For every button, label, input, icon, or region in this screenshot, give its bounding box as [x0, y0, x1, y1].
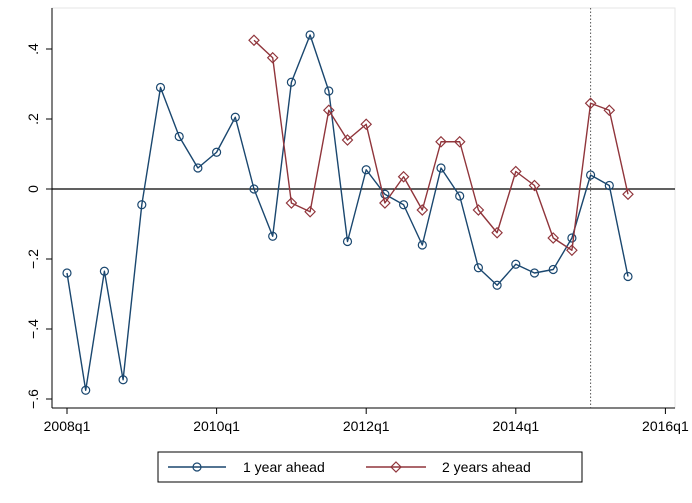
legend-marker	[192, 462, 202, 472]
x-tick-label: 2014q1	[492, 418, 539, 434]
data-point	[285, 197, 298, 209]
series-line	[66, 34, 629, 391]
reference-lines	[52, 8, 675, 408]
data-point	[528, 179, 541, 192]
data-point	[193, 163, 203, 173]
x-tick-label: 2008q1	[44, 418, 91, 434]
data-point	[248, 34, 260, 47]
data-point	[360, 118, 373, 131]
data-point	[342, 236, 353, 247]
data-point	[566, 244, 578, 257]
data-point	[230, 112, 240, 122]
data-point	[304, 205, 316, 218]
data-point	[397, 170, 410, 183]
data-point	[324, 86, 334, 96]
series-1	[62, 30, 633, 395]
data-point	[585, 170, 596, 180]
plot-area	[51, 7, 676, 409]
data-point	[436, 163, 446, 173]
x-tick-label: 2016q1	[642, 418, 689, 434]
data-point	[399, 200, 409, 210]
data-point	[529, 268, 540, 278]
data-point	[99, 266, 110, 276]
legend-item: 2 years ahead	[366, 459, 531, 475]
x-tick-label: 2010q1	[193, 418, 240, 434]
data-point	[622, 188, 634, 201]
data-point	[81, 385, 91, 395]
y-tick-label: −.2	[25, 249, 41, 269]
x-tick-label: 2012q1	[343, 418, 390, 434]
data-point	[268, 231, 278, 241]
data-point	[623, 271, 633, 282]
y-tick-label: .2	[25, 113, 41, 125]
data-point	[305, 30, 315, 40]
data-point	[62, 268, 72, 278]
y-tick-label: −.4	[25, 319, 41, 339]
data-point	[249, 184, 259, 194]
data-point	[603, 104, 616, 117]
data-point	[266, 51, 279, 64]
data-point	[604, 180, 614, 191]
data-point	[491, 226, 503, 239]
data-point	[341, 134, 354, 146]
data-point	[417, 240, 427, 250]
data-point	[212, 147, 222, 157]
data-point	[453, 135, 466, 148]
legend-label: 2 years ahead	[442, 459, 531, 475]
legend-item: 1 year ahead	[168, 459, 325, 475]
series-2	[248, 34, 634, 257]
data-point	[174, 131, 184, 142]
legend: 1 year ahead 2 years ahead	[157, 451, 583, 483]
data-point	[361, 165, 371, 175]
data-point	[118, 375, 128, 385]
data-point	[584, 97, 597, 110]
data-point	[492, 280, 502, 290]
data-point	[509, 165, 522, 178]
data-point	[511, 259, 521, 269]
data-point	[472, 204, 485, 216]
legend-marker	[390, 461, 402, 473]
data-point	[473, 263, 483, 273]
series-line	[253, 39, 629, 251]
data-point	[416, 204, 429, 216]
data-point	[155, 82, 166, 93]
data-point	[435, 135, 447, 148]
y-tick-label: .4	[25, 43, 41, 55]
data-point	[567, 233, 577, 243]
data-point	[286, 77, 296, 87]
y-tick-label: −.6	[25, 389, 41, 409]
legend-label: 1 year ahead	[243, 459, 325, 475]
series	[62, 30, 634, 395]
data-point	[547, 232, 560, 244]
data-point	[379, 197, 391, 209]
data-point	[322, 104, 335, 117]
axes: −.6 −.4 −.2 0 .2 .4 2008q1 2010q1 2012q1 2014q1 20…	[25, 8, 689, 434]
data-point	[455, 191, 465, 201]
data-point	[137, 200, 147, 210]
y-tick-label: 0	[25, 185, 41, 193]
data-point	[548, 264, 558, 275]
